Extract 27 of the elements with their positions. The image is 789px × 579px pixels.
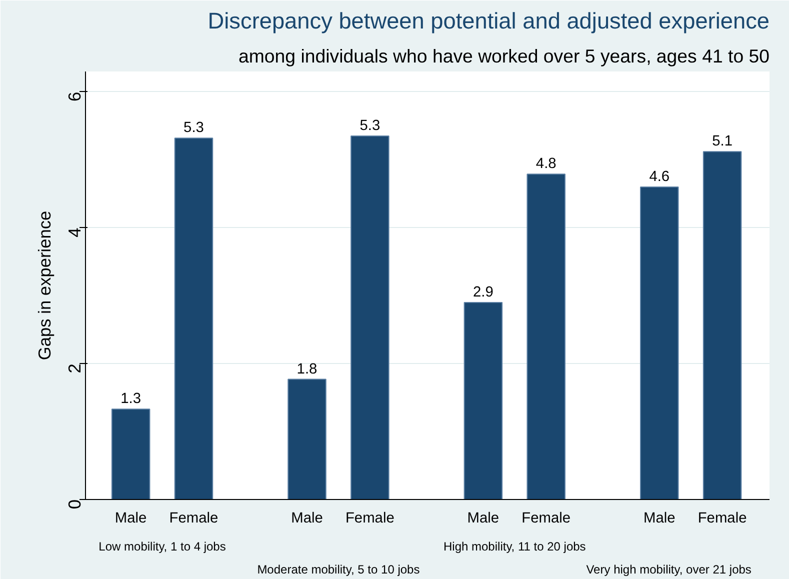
x-tick-label: Female — [698, 510, 747, 526]
data-label: 4.6 — [649, 168, 670, 185]
data-label: 1.8 — [296, 361, 318, 378]
y-tick-label: 0 — [64, 499, 84, 510]
data-label: 5.3 — [360, 118, 380, 134]
chart-title: Discrepancy between potential and adjusted experience — [208, 8, 770, 34]
y-tick-label: 2 — [64, 364, 84, 374]
x-tick-label: Male — [643, 510, 676, 526]
data-label: 2.9 — [473, 284, 494, 300]
y-tick-label: 4 — [64, 227, 84, 238]
x-tick-label: Male — [114, 510, 147, 526]
y-tick-label: 6 — [64, 92, 84, 102]
x-tick-label: Female — [169, 510, 218, 526]
data-label: 4.8 — [536, 156, 556, 172]
text: Low mobility, 1 to 4 jobs — [98, 540, 226, 554]
y-axis-title: Gaps in experience — [34, 210, 54, 360]
text: High mobility, 11 to 20 jobs — [444, 540, 586, 554]
data-label: 5.3 — [184, 120, 204, 136]
x-tick-label: Male — [467, 510, 500, 526]
text: Very high mobility, over 21 jobs — [586, 562, 752, 576]
chart-subtitle: among individuals who have worked over 5 years, ages 41 to 50 — [238, 46, 770, 66]
data-label: 5.1 — [712, 134, 732, 150]
x-tick-label: Female — [345, 510, 394, 526]
text: Moderate mobility, 5 to 10 jobs — [257, 562, 420, 576]
x-tick-label: Female — [522, 510, 571, 526]
data-label: 1.3 — [120, 391, 141, 408]
x-tick-label: Male — [291, 510, 323, 526]
